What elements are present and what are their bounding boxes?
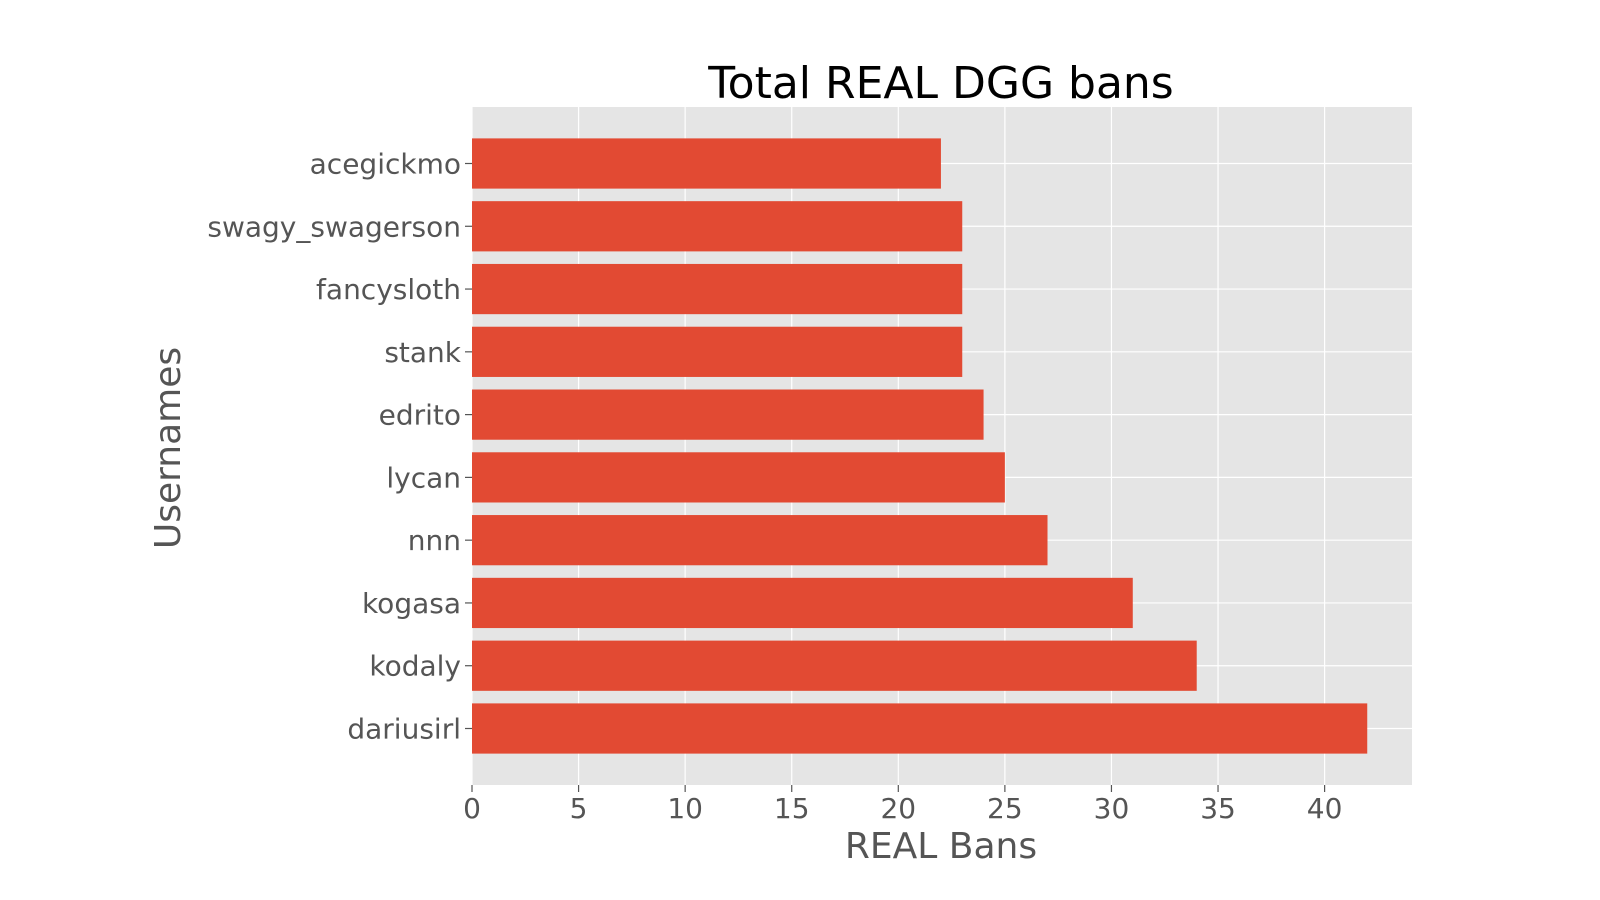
bar-acegickmo <box>472 138 941 189</box>
x-tick-label: 30 <box>1094 792 1130 825</box>
y-tick-label: fancysloth <box>316 273 461 306</box>
bar-kodaly <box>472 640 1197 691</box>
y-tick-label: stank <box>384 336 461 369</box>
chart-title: Total REAL DGG bans <box>707 58 1173 109</box>
bar-fancysloth <box>472 263 963 315</box>
bar-nnn <box>472 515 1048 566</box>
y-tick-label: kodaly <box>369 650 461 683</box>
y-tick-label: dariusirl <box>347 713 461 746</box>
x-tick-label: 15 <box>774 792 810 825</box>
bar-stank <box>472 326 963 377</box>
y-tick-label: acegickmo <box>310 148 461 181</box>
x-tick-label: 35 <box>1200 792 1236 825</box>
y-tick-label: lycan <box>386 461 461 494</box>
y-tick-label: swagy_swagerson <box>207 210 461 243</box>
y-tick-label: nnn <box>408 524 461 557</box>
y-axis-label: Usernames <box>148 347 189 549</box>
bars <box>472 138 1368 754</box>
bar-kogasa <box>472 577 1133 629</box>
bar-edrito <box>472 389 984 440</box>
bar-lycan <box>472 452 1005 503</box>
bar-swagy-swagerson <box>472 201 963 252</box>
x-tick-label: 5 <box>570 792 588 825</box>
x-axis-ticks: 0 5 10 15 20 25 30 35 40 <box>463 785 1342 825</box>
x-tick-label: 25 <box>987 792 1023 825</box>
x-axis-label: REAL Bans <box>845 826 1037 867</box>
x-tick-label: 0 <box>463 792 481 825</box>
x-tick-label: 40 <box>1307 792 1343 825</box>
x-tick-label: 20 <box>880 792 916 825</box>
y-tick-label: kogasa <box>362 587 461 620</box>
y-axis-ticks: dariusirl kodaly kogasa nnn lycan edrito stank… <box>207 148 472 746</box>
x-tick-label: 10 <box>667 792 703 825</box>
y-tick-label: edrito <box>379 399 461 432</box>
bar-dariusirl <box>472 703 1368 754</box>
